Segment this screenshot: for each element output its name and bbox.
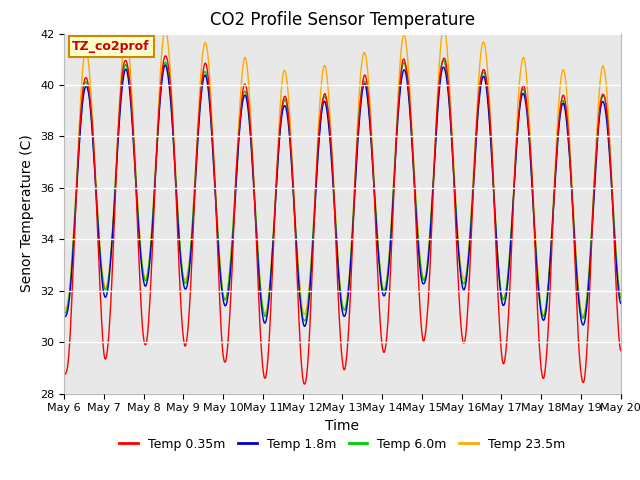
Temp 6.0m	[246, 125, 254, 131]
Temp 6.0m	[415, 240, 422, 245]
Temp 0.35m	[475, 95, 483, 100]
Line: Temp 23.5m: Temp 23.5m	[64, 29, 621, 317]
Temp 6.0m	[301, 318, 308, 324]
Y-axis label: Senor Temperature (C): Senor Temperature (C)	[20, 135, 35, 292]
Temp 1.8m	[559, 100, 567, 106]
Temp 1.8m	[161, 62, 169, 68]
Temp 23.5m	[617, 291, 625, 297]
X-axis label: Time: Time	[325, 419, 360, 433]
Temp 0.35m	[617, 348, 625, 353]
Temp 23.5m	[540, 314, 548, 320]
Temp 23.5m	[474, 85, 482, 91]
Temp 6.0m	[559, 98, 567, 104]
Temp 23.5m	[559, 67, 567, 72]
Temp 0.35m	[387, 253, 395, 259]
Legend: Temp 0.35m, Temp 1.8m, Temp 6.0m, Temp 23.5m: Temp 0.35m, Temp 1.8m, Temp 6.0m, Temp 2…	[115, 433, 570, 456]
Temp 1.8m	[475, 104, 483, 109]
Line: Temp 0.35m: Temp 0.35m	[64, 56, 621, 384]
Temp 6.0m	[475, 98, 483, 104]
Text: TZ_co2prof: TZ_co2prof	[72, 40, 150, 53]
Temp 6.0m	[181, 280, 189, 286]
Temp 1.8m	[181, 286, 189, 292]
Temp 23.5m	[440, 26, 447, 32]
Temp 0.35m	[60, 372, 68, 378]
Temp 6.0m	[60, 311, 68, 316]
Temp 0.35m	[247, 127, 255, 132]
Title: CO2 Profile Sensor Temperature: CO2 Profile Sensor Temperature	[210, 11, 475, 29]
Temp 0.35m	[301, 381, 308, 387]
Temp 1.8m	[415, 252, 423, 258]
Temp 0.35m	[559, 92, 567, 98]
Temp 6.0m	[617, 295, 625, 301]
Temp 1.8m	[247, 135, 255, 141]
Temp 6.0m	[387, 232, 394, 238]
Temp 0.35m	[415, 285, 423, 291]
Temp 1.8m	[387, 231, 395, 237]
Line: Temp 1.8m: Temp 1.8m	[64, 65, 621, 326]
Temp 23.5m	[387, 237, 394, 243]
Temp 0.35m	[162, 53, 170, 59]
Temp 23.5m	[414, 230, 422, 236]
Temp 23.5m	[246, 106, 254, 111]
Temp 6.0m	[440, 58, 447, 63]
Temp 0.35m	[181, 343, 189, 349]
Temp 1.8m	[617, 300, 625, 306]
Temp 1.8m	[60, 314, 68, 320]
Line: Temp 6.0m: Temp 6.0m	[64, 60, 621, 321]
Temp 23.5m	[60, 306, 68, 312]
Temp 1.8m	[301, 324, 308, 329]
Temp 23.5m	[181, 277, 189, 283]
